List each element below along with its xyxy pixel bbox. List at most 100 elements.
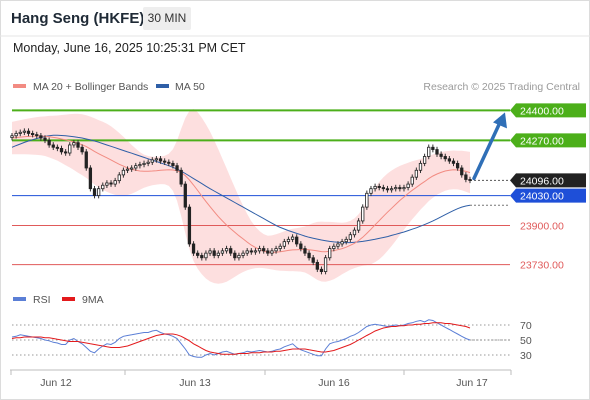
candle bbox=[142, 160, 146, 168]
candle bbox=[72, 139, 76, 148]
candle bbox=[344, 236, 348, 245]
candle bbox=[26, 128, 31, 137]
candle bbox=[125, 166, 130, 174]
candle bbox=[410, 174, 414, 187]
forecast-arrow-shaft bbox=[472, 120, 502, 181]
candle bbox=[460, 165, 464, 178]
candle bbox=[369, 185, 373, 197]
ma50-legend-label: MA 50 bbox=[175, 81, 205, 93]
ma20-legend-label: MA 20 + Bollinger Bands bbox=[33, 81, 148, 93]
instrument-title: Hang Seng (HKFE) bbox=[11, 10, 145, 27]
candle bbox=[262, 245, 266, 254]
candle bbox=[361, 204, 365, 224]
candle bbox=[47, 137, 51, 148]
candle bbox=[80, 144, 84, 155]
candle bbox=[286, 236, 291, 245]
candle bbox=[447, 156, 452, 164]
time-axis-label: Jun 17 bbox=[456, 377, 488, 389]
candle bbox=[328, 245, 332, 261]
candle bbox=[51, 142, 55, 151]
rsi-tick-label: 50 bbox=[520, 335, 532, 347]
candle bbox=[451, 158, 456, 167]
candle bbox=[315, 259, 319, 273]
moving-averages bbox=[11, 134, 471, 254]
forecast-arrow bbox=[472, 112, 507, 181]
candle bbox=[35, 131, 39, 139]
ma9-legend-swatch bbox=[62, 297, 75, 301]
level-label-box bbox=[510, 173, 586, 188]
candle bbox=[59, 145, 64, 155]
candle bbox=[385, 185, 390, 193]
bollinger-band-area bbox=[12, 109, 470, 284]
time-axis: Jun 12 Jun 13 Jun 16 Jun 17 bbox=[10, 369, 512, 389]
candle bbox=[435, 146, 439, 157]
candle bbox=[196, 250, 200, 259]
candle bbox=[332, 243, 336, 252]
candle bbox=[183, 181, 187, 210]
candle bbox=[464, 172, 468, 183]
ma50-line bbox=[11, 134, 471, 244]
candle bbox=[101, 182, 105, 192]
candle bbox=[204, 250, 208, 261]
ma50-legend-swatch bbox=[156, 84, 169, 88]
candle bbox=[274, 245, 278, 254]
candle bbox=[398, 184, 402, 192]
candle bbox=[241, 250, 245, 259]
time-axis-label: Jun 16 bbox=[318, 377, 350, 389]
candle bbox=[76, 139, 80, 151]
candle bbox=[443, 153, 447, 162]
level-labels: 24400.00 24270.00 24096.00 24030.00 23900.00… bbox=[510, 103, 586, 272]
candle bbox=[179, 167, 183, 187]
candle bbox=[319, 266, 324, 275]
candle bbox=[208, 248, 212, 256]
level-label-support: 23730.00 bbox=[520, 260, 564, 272]
rsi-9ma-line bbox=[11, 322, 471, 355]
candle bbox=[295, 234, 299, 247]
candle bbox=[356, 218, 361, 233]
candle bbox=[158, 156, 163, 164]
candle bbox=[224, 245, 229, 254]
rsi-legend-label: RSI bbox=[33, 294, 51, 306]
candle bbox=[97, 185, 101, 199]
level-label-resistance: 24270.00 bbox=[520, 135, 564, 147]
candle bbox=[299, 241, 303, 252]
candle bbox=[163, 158, 167, 165]
candle bbox=[431, 144, 435, 153]
level-label-support: 23900.00 bbox=[520, 221, 564, 233]
forecast-arrow-head bbox=[493, 112, 507, 129]
candle bbox=[290, 234, 295, 243]
candle bbox=[245, 248, 249, 256]
candle bbox=[253, 248, 258, 255]
candle bbox=[406, 181, 410, 191]
candle bbox=[270, 248, 274, 256]
candle bbox=[233, 250, 237, 261]
candle bbox=[323, 255, 328, 275]
rsi-panel: 70 50 30 bbox=[11, 319, 532, 362]
candle bbox=[468, 176, 472, 184]
candle bbox=[422, 153, 427, 167]
candle bbox=[146, 159, 150, 167]
candle bbox=[402, 184, 406, 192]
candle bbox=[109, 180, 113, 187]
timeframe-badge[interactable]: 30 MIN bbox=[143, 7, 191, 30]
candle bbox=[68, 142, 72, 156]
candle bbox=[307, 250, 311, 261]
time-axis-label: Jun 13 bbox=[179, 377, 211, 389]
candle bbox=[171, 160, 175, 169]
candle bbox=[138, 161, 142, 169]
candle bbox=[150, 157, 154, 165]
candle bbox=[229, 245, 233, 256]
candle bbox=[216, 250, 220, 259]
key-levels bbox=[12, 109, 510, 266]
candle bbox=[282, 238, 286, 250]
candle bbox=[373, 183, 377, 192]
candle bbox=[167, 159, 171, 167]
candle bbox=[18, 129, 22, 137]
candle bbox=[84, 149, 88, 171]
ma20-line bbox=[11, 135, 471, 254]
ma20-legend-swatch bbox=[13, 84, 26, 88]
candle bbox=[121, 167, 126, 178]
candle bbox=[278, 243, 282, 252]
candle bbox=[418, 160, 423, 174]
